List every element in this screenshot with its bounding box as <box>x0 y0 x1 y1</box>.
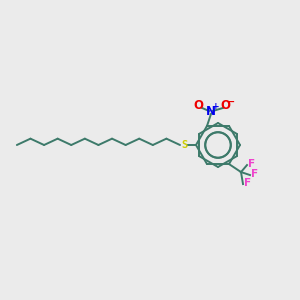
Text: O: O <box>193 99 203 112</box>
Text: −: − <box>227 97 235 107</box>
Text: F: F <box>251 169 259 179</box>
Text: F: F <box>248 159 256 169</box>
Text: O: O <box>220 99 230 112</box>
Text: N: N <box>206 105 216 119</box>
Text: +: + <box>212 102 219 111</box>
Text: S: S <box>182 140 188 150</box>
Text: F: F <box>244 178 252 188</box>
